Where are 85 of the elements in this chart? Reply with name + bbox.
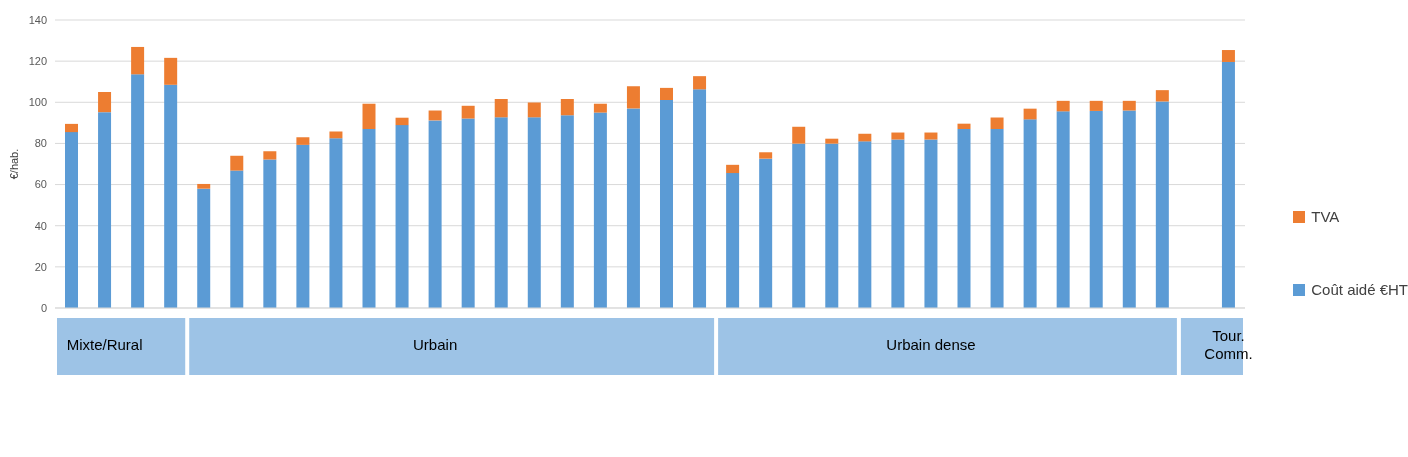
y-tick-label: 140 <box>28 13 47 26</box>
bar <box>494 117 508 308</box>
bar <box>924 132 938 140</box>
bar <box>1155 90 1169 102</box>
bar <box>1122 100 1136 111</box>
bar <box>626 86 640 109</box>
bar <box>1122 110 1136 308</box>
bar <box>98 112 112 308</box>
bar <box>825 138 839 144</box>
bar <box>660 87 673 101</box>
bar <box>461 118 475 308</box>
bar <box>395 117 409 126</box>
bar <box>164 84 178 308</box>
bar <box>329 131 343 139</box>
bar <box>1089 100 1103 111</box>
bar <box>1221 61 1235 308</box>
bar <box>660 100 673 308</box>
bar <box>990 129 1004 308</box>
bar <box>494 98 508 118</box>
bar <box>759 152 773 159</box>
bar <box>924 139 938 308</box>
bar <box>759 158 773 308</box>
bar <box>1089 110 1103 308</box>
bar <box>1221 50 1235 62</box>
bar <box>98 92 112 113</box>
bar <box>825 143 839 308</box>
legend-label: TVA <box>1311 208 1340 225</box>
bar <box>891 132 905 140</box>
x-tick-label: Tour. Comm. <box>1204 326 1253 362</box>
bar <box>527 117 541 308</box>
bar <box>792 143 806 308</box>
bar <box>1023 108 1037 120</box>
bar <box>957 123 971 130</box>
bar <box>560 115 574 308</box>
bar <box>65 123 78 133</box>
bar <box>957 129 971 308</box>
y-tick-label: 0 <box>40 301 47 314</box>
bar <box>263 159 277 308</box>
bar <box>858 141 872 308</box>
y-tick-label: 40 <box>34 219 47 232</box>
bar <box>792 126 806 144</box>
bar <box>527 102 541 118</box>
bar <box>461 105 475 119</box>
bar <box>858 133 872 142</box>
bar <box>891 139 905 308</box>
bar <box>1155 101 1169 308</box>
bar <box>428 120 442 308</box>
legend-label: Coût aidé €HT <box>1311 281 1408 298</box>
bar <box>593 103 607 113</box>
bar <box>329 138 343 308</box>
bar <box>726 164 740 174</box>
bar <box>197 188 211 308</box>
bar <box>230 155 244 171</box>
bar <box>362 103 376 130</box>
y-axis-title: €/hab. <box>7 148 20 180</box>
bar <box>560 98 574 116</box>
y-tick-label: 120 <box>28 55 47 68</box>
y-tick-label: 80 <box>34 137 47 150</box>
y-tick-label: 100 <box>28 96 47 109</box>
bar <box>593 112 607 308</box>
bar <box>428 110 442 121</box>
bar <box>990 117 1004 130</box>
y-tick-label: 60 <box>34 178 47 191</box>
bar <box>164 57 178 85</box>
bar <box>296 144 310 308</box>
bar <box>197 183 211 189</box>
bar <box>1056 111 1070 308</box>
bar <box>626 108 640 308</box>
y-tick-label: 20 <box>34 260 47 273</box>
bar <box>1056 100 1070 112</box>
x-tick-label: Mixte/Rural <box>66 335 143 353</box>
bar <box>263 151 277 160</box>
x-tick-label: Urbain dense <box>886 335 976 353</box>
bar <box>362 129 376 308</box>
bar <box>693 76 707 90</box>
bar <box>1023 119 1037 308</box>
bar <box>395 125 409 308</box>
bar <box>131 74 145 308</box>
bar <box>65 132 78 308</box>
bar <box>296 137 310 145</box>
bar <box>726 173 740 308</box>
x-tick-label: Urbain <box>413 335 458 353</box>
bar <box>693 89 707 308</box>
bar <box>230 170 244 308</box>
bar <box>131 46 145 75</box>
